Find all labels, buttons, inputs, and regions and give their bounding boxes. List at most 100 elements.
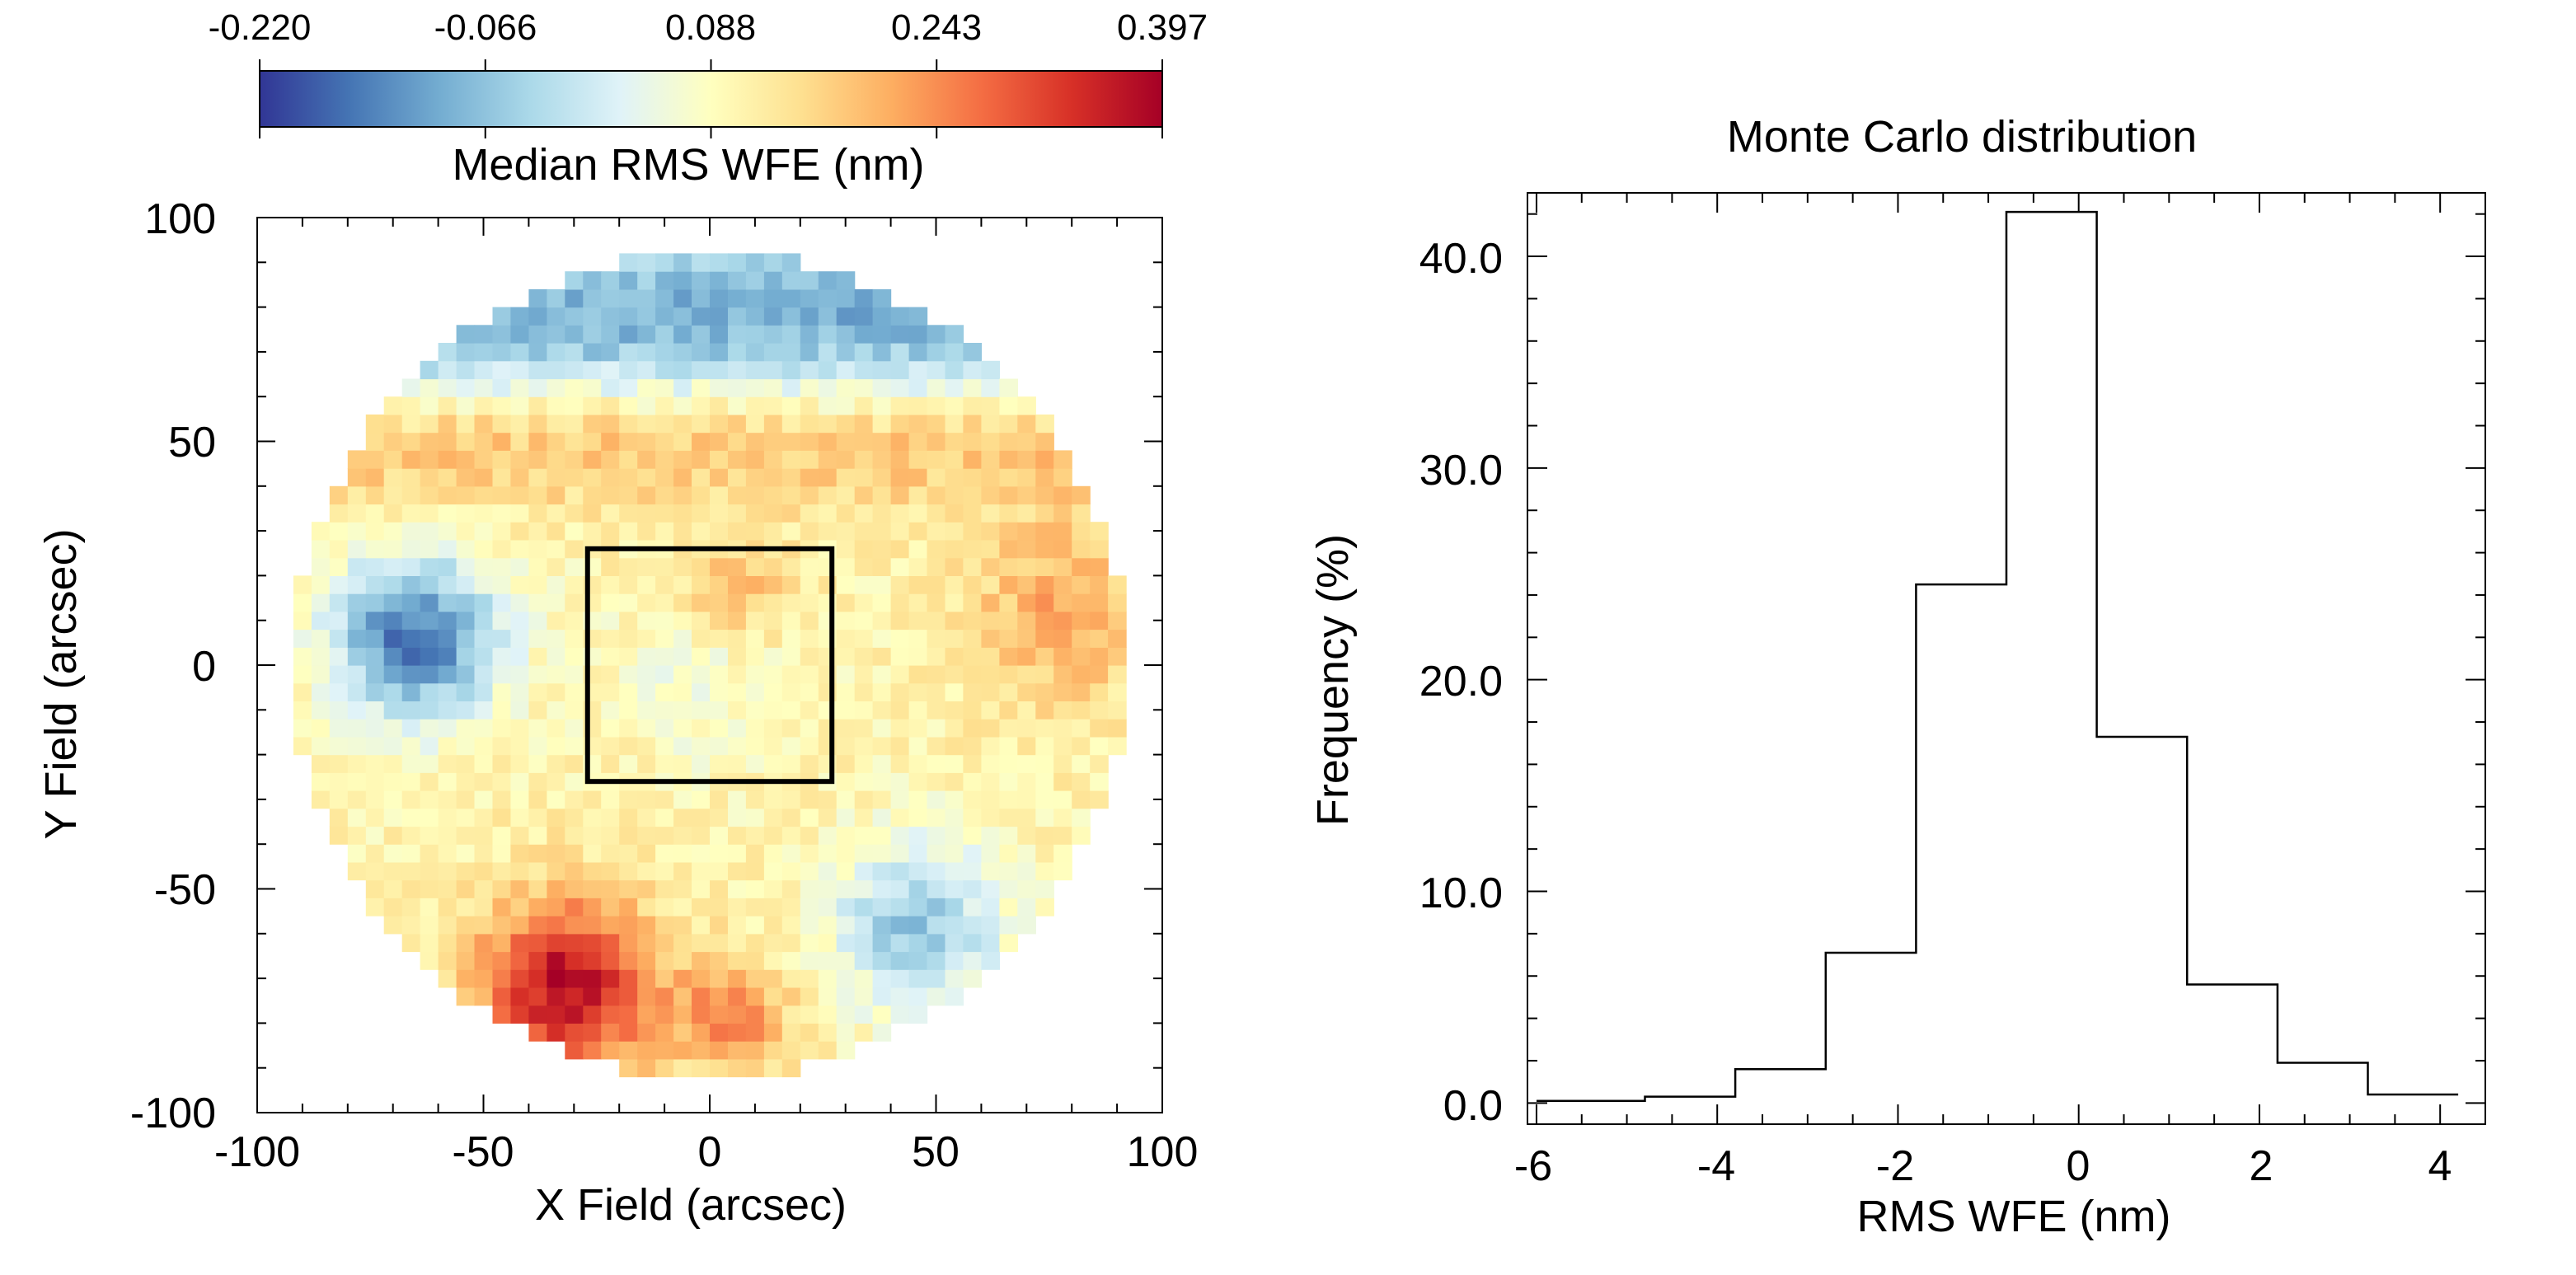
- heatmap-cell: [528, 504, 547, 523]
- heatmap-cell: [329, 485, 349, 505]
- heatmap-cell: [945, 360, 964, 380]
- heatmap-cell: [999, 701, 1018, 720]
- heatmap-cell: [383, 557, 403, 576]
- heatmap-cell: [293, 736, 312, 756]
- heatmap-cell: [510, 665, 529, 684]
- heatmap-cell: [836, 522, 856, 541]
- heatmap-cell: [1090, 540, 1109, 559]
- heatmap-cell: [474, 772, 494, 791]
- heatmap-cell: [565, 1041, 584, 1060]
- heatmap-cell: [492, 790, 512, 809]
- heatmap-cell: [710, 916, 729, 935]
- heatmap-cell: [565, 540, 584, 559]
- heatmap-cell: [456, 719, 476, 738]
- heatmap-cell: [528, 754, 547, 773]
- heatmap-cell: [619, 665, 638, 684]
- heatmap-cell: [908, 933, 928, 953]
- heatmap-cell: [565, 288, 584, 308]
- heatmap-cell: [528, 808, 547, 827]
- heatmap-cell: [492, 736, 512, 756]
- heatmap-cell: [383, 879, 403, 898]
- heatmap-cell: [927, 701, 946, 720]
- heatmap-cell: [745, 307, 765, 326]
- heatmap-cell: [365, 879, 385, 898]
- heatmap-cell: [890, 325, 910, 344]
- heatmap-cell: [945, 450, 964, 469]
- heatmap-cell: [800, 575, 819, 594]
- heatmap-cell: [981, 504, 1000, 523]
- heatmap-cell: [710, 468, 729, 487]
- heatmap-cell: [999, 468, 1018, 487]
- heatmap-cell: [872, 414, 892, 434]
- heatmap-cell: [692, 951, 711, 970]
- heatmap-cell: [927, 629, 946, 648]
- heatmap-cell: [401, 861, 421, 881]
- heatmap-cell: [963, 414, 982, 434]
- heatmap-cell: [836, 772, 856, 791]
- histogram-bin: [2006, 212, 2097, 1103]
- heatmap-cell: [329, 808, 349, 827]
- heatmap-cell: [1072, 593, 1091, 612]
- heatmap-cell: [365, 593, 385, 612]
- heatmap-cell: [528, 468, 547, 487]
- heatmap-cell: [474, 593, 494, 612]
- heatmap-cell: [655, 1023, 674, 1042]
- heatmap-cell: [854, 772, 874, 791]
- heatmap-cell: [927, 396, 946, 415]
- heatmap-cell: [637, 1058, 656, 1078]
- heatmap-cell: [420, 485, 439, 505]
- heatmap-cell: [637, 879, 656, 898]
- heatmap-cell: [745, 754, 765, 773]
- heatmap-cell: [1053, 593, 1072, 612]
- heatmap-y-tick-label: -100: [130, 1090, 216, 1137]
- heatmap-cell: [474, 396, 494, 415]
- heatmap-cell: [1035, 844, 1054, 863]
- heatmap-cell: [528, 325, 547, 344]
- heatmap-cell: [745, 253, 765, 272]
- heatmap-cell: [547, 647, 565, 666]
- heatmap-cell: [673, 593, 692, 612]
- heatmap-cell: [999, 916, 1018, 935]
- heatmap-cell: [945, 969, 964, 988]
- heatmap-cell: [927, 414, 946, 434]
- heatmap-y-tick-label: 100: [144, 195, 216, 243]
- heatmap-cell: [347, 504, 367, 523]
- heatmap-cell: [456, 879, 476, 898]
- heatmap-cell: [456, 468, 476, 487]
- colorbar-tick-label: -0.220: [209, 7, 312, 48]
- heatmap-cell: [692, 719, 711, 738]
- heatmap-cell: [673, 682, 692, 701]
- heatmap-cell: [818, 360, 838, 380]
- heatmap-cell: [492, 575, 512, 594]
- heatmap-cell: [728, 861, 747, 881]
- heatmap-cell: [710, 844, 729, 863]
- heatmap-cell: [781, 916, 801, 935]
- heatmap-cell: [474, 916, 494, 935]
- heatmap-cell: [854, 969, 874, 988]
- heatmap-cell: [890, 754, 910, 773]
- heatmap-cell: [655, 611, 674, 630]
- heatmap-cell: [619, 611, 638, 630]
- heatmap-cell: [474, 808, 494, 827]
- heatmap-cell: [800, 557, 819, 576]
- heatmap-cell: [311, 754, 331, 773]
- heatmap-cell: [619, 360, 638, 380]
- heatmap-cell: [781, 861, 801, 881]
- heatmap-cell: [872, 790, 892, 809]
- heatmap-cell: [547, 611, 565, 630]
- heatmap-cell: [999, 557, 1018, 576]
- heatmap-cell: [619, 861, 638, 881]
- heatmap-cell: [963, 378, 982, 397]
- heatmap-cell: [383, 432, 403, 451]
- histogram-bin: [1826, 953, 1917, 1103]
- heatmap-cell: [601, 378, 620, 397]
- heatmap-cell: [401, 898, 421, 916]
- heatmap-cell: [818, 969, 838, 988]
- heatmap-cell: [1035, 432, 1054, 451]
- heatmap-cell: [710, 1023, 729, 1042]
- heatmap-cell: [908, 432, 928, 451]
- heatmap-cell: [528, 1023, 547, 1042]
- heatmap-cell: [836, 916, 856, 935]
- heatmap-cell: [528, 396, 547, 415]
- heatmap-cell: [692, 1058, 711, 1078]
